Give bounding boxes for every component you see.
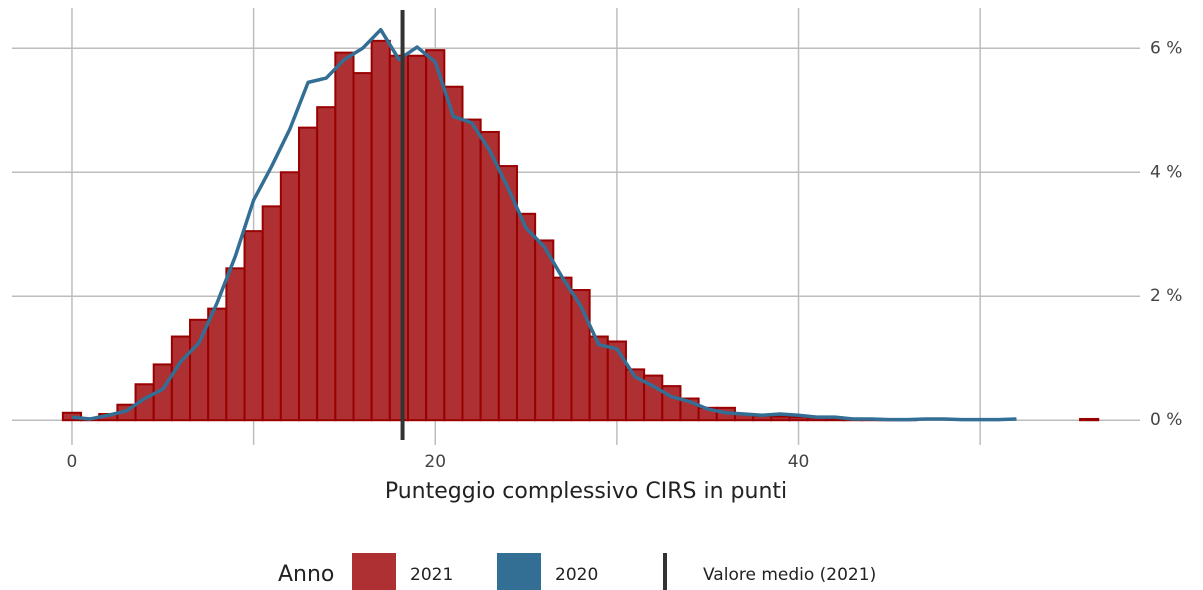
bar	[534, 239, 555, 422]
y-tick-label: 0 %	[1150, 410, 1182, 430]
y-tick-label: 4 %	[1150, 162, 1182, 182]
legend-label: 2021	[410, 565, 453, 585]
bar	[243, 230, 264, 422]
x-tick-label: 20	[424, 452, 446, 472]
legend-label: 2020	[555, 565, 598, 585]
line-2020	[71, 27, 1017, 422]
bar	[588, 335, 609, 422]
bar	[298, 126, 319, 422]
bar	[770, 415, 791, 422]
x-tick-label: 40	[788, 452, 810, 472]
bar	[189, 318, 210, 422]
bar	[170, 335, 192, 422]
legend-title: Anno	[278, 562, 334, 587]
bar	[1079, 417, 1100, 422]
bar	[388, 54, 409, 422]
bar	[334, 51, 355, 422]
y-tick-label: 6 %	[1150, 38, 1182, 58]
bar	[406, 54, 428, 422]
bar	[461, 118, 482, 422]
y-tick-label: 2 %	[1150, 286, 1182, 306]
bar	[443, 85, 464, 422]
bar	[370, 39, 391, 422]
legend-swatch	[352, 553, 396, 590]
bar	[225, 267, 246, 422]
bar	[515, 212, 537, 422]
bar	[606, 340, 627, 422]
bar	[261, 205, 282, 422]
bar	[207, 307, 228, 422]
bar	[479, 130, 500, 422]
legend-swatch	[497, 553, 541, 590]
x-tick-label: 0	[67, 452, 78, 472]
x-axis-label: Punteggio complessivo CIRS in punti	[385, 479, 787, 504]
bar	[316, 106, 337, 422]
legend-label: Valore medio (2021)	[703, 565, 876, 585]
bar	[425, 49, 446, 422]
bar	[552, 276, 573, 422]
bar	[352, 72, 373, 422]
bar	[279, 171, 301, 422]
